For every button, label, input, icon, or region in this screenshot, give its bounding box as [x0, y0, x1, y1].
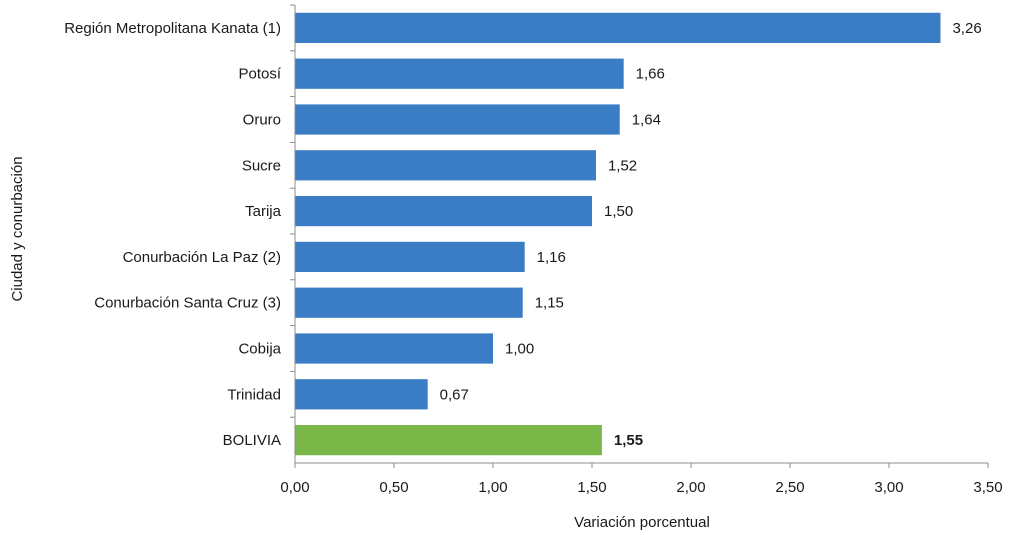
data-label-3: 1,52 [608, 157, 637, 174]
category-label-0: Región Metropolitana Kanata (1) [64, 20, 281, 37]
data-label-2: 1,64 [632, 112, 661, 129]
bar-5 [295, 241, 525, 273]
data-label-0: 3,26 [952, 20, 981, 37]
x-tick-label-6: 3,00 [874, 479, 903, 496]
x-tick-label-5: 2,50 [775, 479, 804, 496]
category-label-7: Cobija [238, 341, 281, 358]
data-label-4: 1,50 [604, 203, 633, 220]
bar-2 [295, 104, 620, 135]
x-tick-label-0: 0,00 [280, 479, 309, 496]
category-label-6: Conurbación Santa Cruz (3) [94, 295, 281, 312]
x-tick-label-2: 1,00 [478, 479, 507, 496]
category-label-3: Sucre [242, 157, 281, 174]
data-label-7: 1,00 [505, 341, 534, 358]
category-label-4: Tarija [245, 203, 282, 220]
data-label-8: 0,67 [440, 386, 469, 403]
bars-group: Región Metropolitana Kanata (1) 3,26 Potos… [64, 12, 982, 456]
x-tick-label-1: 0,50 [379, 479, 408, 496]
category-label-9: BOLIVIA [223, 432, 281, 449]
x-tick-label-4: 2,00 [676, 479, 705, 496]
category-label-5: Conurbación La Paz (2) [123, 249, 281, 266]
data-label-9: 1,55 [614, 432, 643, 449]
bar-3 [295, 150, 596, 181]
category-label-8: Trinidad [227, 386, 281, 403]
x-tick-label-3: 1,50 [577, 479, 606, 496]
data-label-1: 1,66 [636, 66, 665, 83]
x-axis-title: Variación porcentual [574, 514, 710, 531]
bar-9 [295, 424, 602, 456]
x-tick-label-7: 3,50 [973, 479, 1002, 496]
bar-6 [295, 287, 523, 318]
y-axis-title: Ciudad y conurbación [9, 156, 26, 301]
category-label-2: Oruro [243, 112, 281, 129]
bar-1 [295, 58, 624, 89]
data-label-6: 1,15 [535, 295, 564, 312]
bar-4 [295, 195, 592, 227]
category-label-1: Potosí [238, 66, 281, 83]
bar-8 [295, 379, 428, 410]
data-label-5: 1,16 [537, 249, 566, 266]
axes-group: 0,00 0,50 1,00 1,50 2,00 2,50 3,00 3,50 [280, 4, 1003, 496]
bar-0 [295, 12, 941, 44]
bar-7 [295, 333, 493, 364]
